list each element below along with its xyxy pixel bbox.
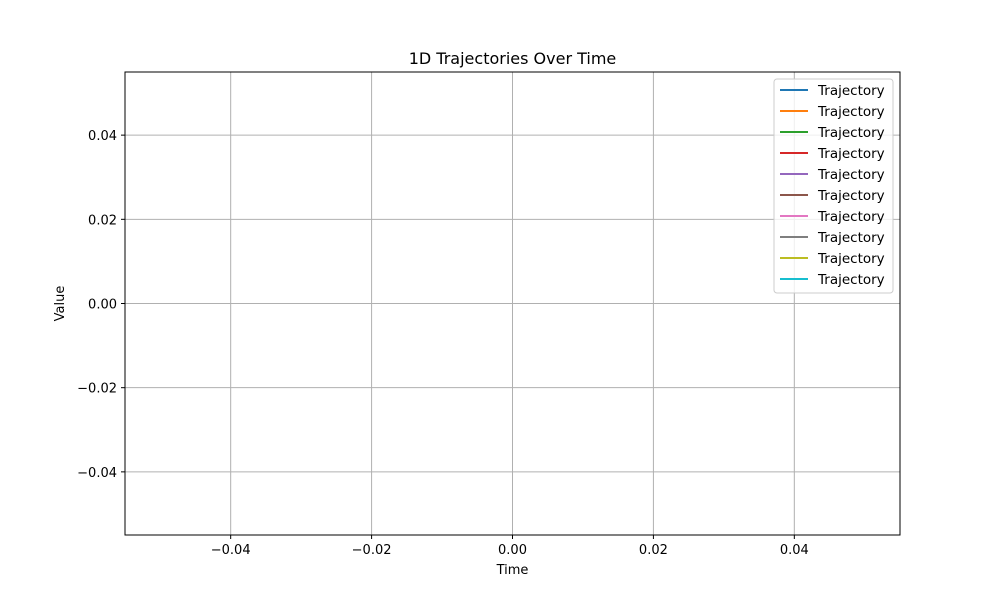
- legend-label: Trajectory: [817, 188, 885, 204]
- y-tick-label: 0.04: [88, 129, 117, 144]
- x-axis-label: Time: [496, 563, 529, 578]
- chart-title: 1D Trajectories Over Time: [409, 49, 617, 68]
- legend-label: Trajectory: [817, 251, 885, 267]
- y-tick-label: −0.02: [77, 382, 117, 397]
- legend-item: Trajectory: [780, 230, 885, 246]
- legend-label: Trajectory: [817, 104, 885, 120]
- legend-item: Trajectory: [780, 104, 885, 120]
- y-axis-ticks: −0.04 −0.02 0.00 0.02 0.04: [77, 129, 125, 481]
- x-tick-label: 0.02: [639, 543, 668, 558]
- x-tick-label: −0.02: [352, 543, 392, 558]
- legend-item: Trajectory: [780, 251, 885, 267]
- legend-label: Trajectory: [817, 272, 885, 288]
- legend-item: Trajectory: [780, 146, 885, 162]
- legend-label: Trajectory: [817, 209, 885, 225]
- legend-label: Trajectory: [817, 125, 885, 141]
- legend-item: Trajectory: [780, 209, 885, 225]
- legend-item: Trajectory: [780, 188, 885, 204]
- x-tick-label: 0.00: [498, 543, 527, 558]
- legend-item: Trajectory: [780, 167, 885, 183]
- legend-label: Trajectory: [817, 146, 885, 162]
- y-tick-label: 0.00: [88, 298, 117, 313]
- y-tick-label: −0.04: [77, 466, 117, 481]
- legend-label: Trajectory: [817, 230, 885, 246]
- x-tick-label: 0.04: [780, 543, 809, 558]
- x-axis-ticks: −0.04 −0.02 0.00 0.02 0.04: [211, 535, 809, 558]
- legend-item: Trajectory: [780, 125, 885, 141]
- legend-item: Trajectory: [780, 272, 885, 288]
- y-axis-label: Value: [53, 286, 68, 322]
- legend-item: Trajectory: [780, 83, 885, 99]
- grid-lines: [125, 72, 900, 535]
- y-tick-label: 0.02: [88, 213, 117, 228]
- legend-label: Trajectory: [817, 167, 885, 183]
- legend-label: Trajectory: [817, 83, 885, 99]
- x-tick-label: −0.04: [211, 543, 251, 558]
- legend: Trajectory Trajectory Trajectory Trajectory…: [773, 78, 894, 294]
